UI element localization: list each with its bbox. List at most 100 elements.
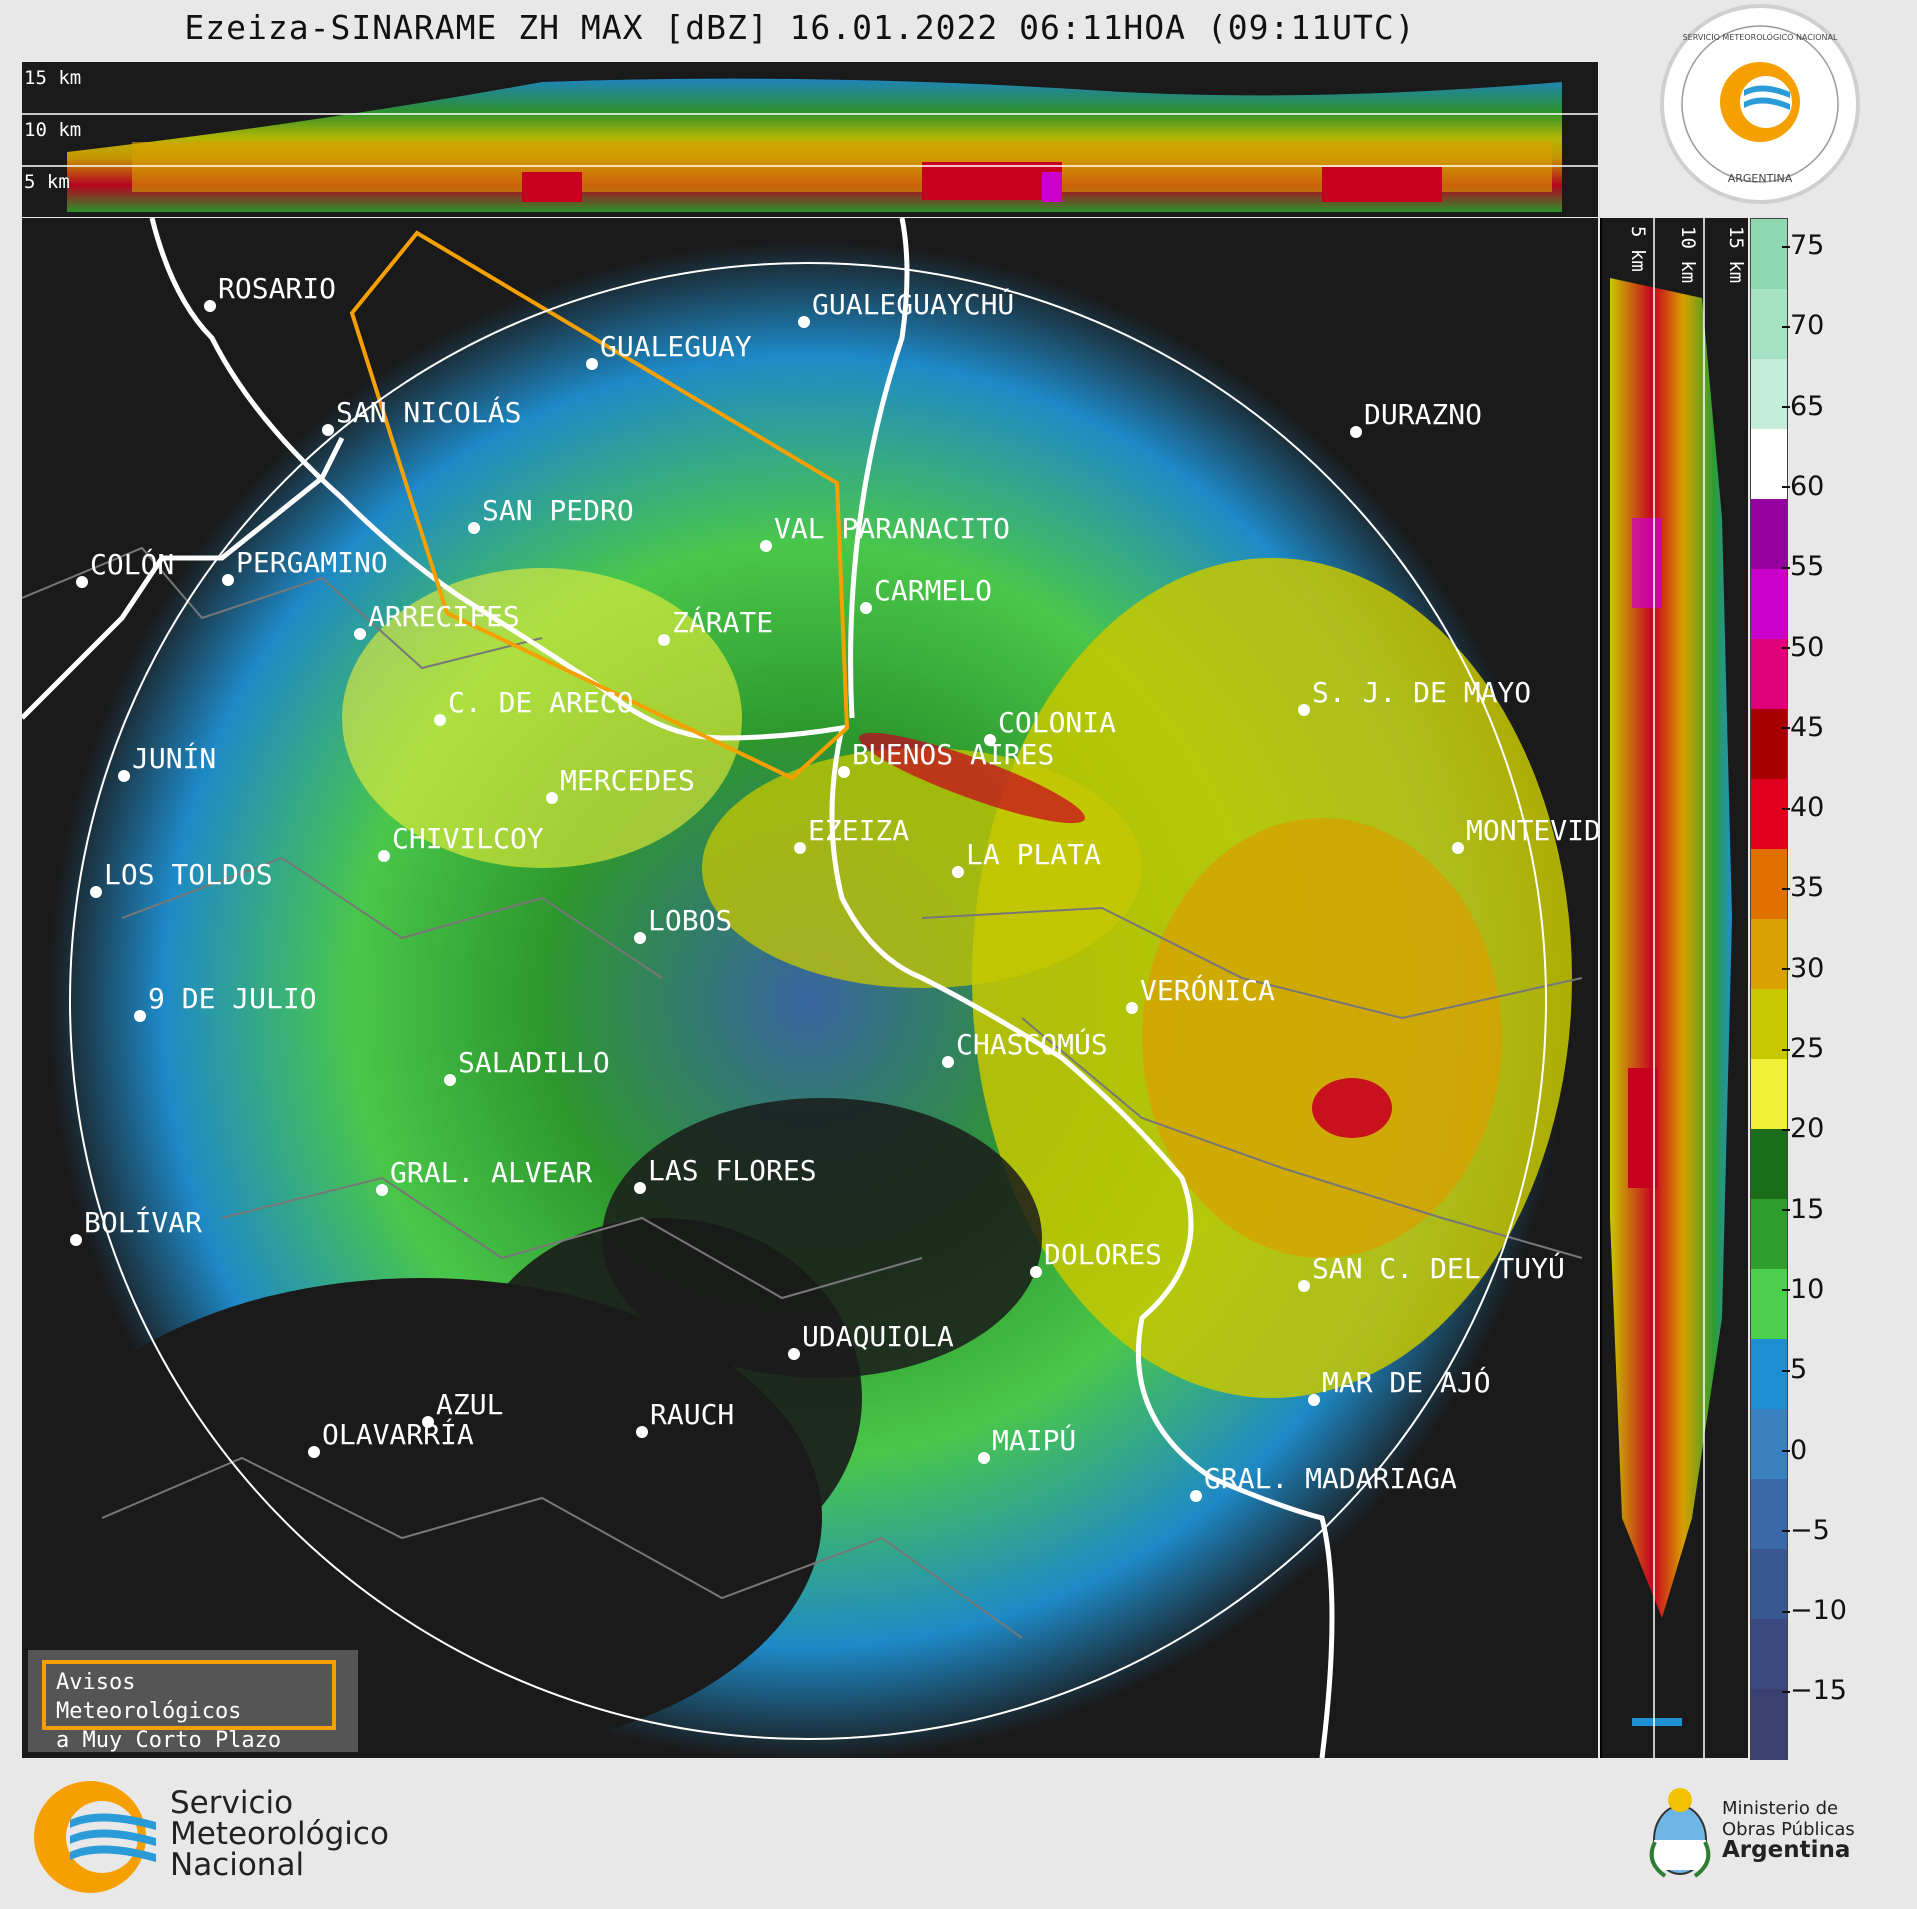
city-marker[interactable]	[376, 1184, 388, 1196]
city-marker[interactable]	[308, 1446, 320, 1458]
colorbar-segment	[1751, 1199, 1787, 1270]
city-marker[interactable]	[546, 792, 558, 804]
smn-seal-logo: ARGENTINA SERVICIO METEOROLÓGICO NACIONA…	[1660, 4, 1860, 204]
colorbar-segment	[1751, 849, 1787, 920]
city-marker[interactable]	[788, 1348, 800, 1360]
city-marker[interactable]	[422, 1416, 434, 1428]
colorbar-tick-label: −5	[1782, 1514, 1830, 1546]
city-marker[interactable]	[90, 886, 102, 898]
city-marker[interactable]	[586, 358, 598, 370]
city-label: SAN NICOLÁS	[336, 395, 521, 429]
footer-logo-line-2: Meteorológico	[170, 1816, 389, 1852]
city-label: GUALEGUAY	[600, 330, 752, 363]
city-marker[interactable]	[942, 1056, 954, 1068]
city-marker[interactable]	[204, 300, 216, 312]
city-marker[interactable]	[70, 1234, 82, 1246]
argentina-coat-of-arms-icon	[1649, 1788, 1711, 1878]
city-label: COLÓN	[90, 547, 174, 581]
colorbar-segment	[1751, 1129, 1787, 1200]
city-marker[interactable]	[798, 316, 810, 328]
city-label: PERGAMINO	[236, 546, 388, 579]
city-label: ARRECIFES	[368, 600, 520, 633]
colorbar-tick-label: 35	[1781, 872, 1825, 904]
city-marker[interactable]	[468, 522, 480, 534]
colorbar-tick-label: 15	[1781, 1193, 1825, 1225]
city-marker[interactable]	[794, 842, 806, 854]
city-marker[interactable]	[636, 1426, 648, 1438]
colorbar-segment	[1751, 639, 1787, 710]
city-marker[interactable]	[322, 424, 334, 436]
ministry-line-3: Argentina	[1722, 1837, 1851, 1863]
side-height-15km: 15 km	[1725, 226, 1747, 283]
city-marker[interactable]	[984, 734, 996, 746]
city-label: LOBOS	[648, 904, 732, 937]
city-marker[interactable]	[1350, 426, 1362, 438]
city-marker[interactable]	[1190, 1490, 1202, 1502]
city-marker[interactable]	[378, 850, 390, 862]
city-marker[interactable]	[118, 770, 130, 782]
radar-echoes	[22, 241, 1572, 1758]
city-label: 9 DE JULIO	[148, 982, 317, 1015]
city-marker[interactable]	[1298, 704, 1310, 716]
city-label: MAR DE AJÓ	[1322, 1365, 1491, 1399]
colorbar-segment	[1751, 499, 1787, 570]
radar-range-ring	[69, 262, 1547, 1740]
city-label: ZÁRATE	[672, 605, 773, 639]
colorbar-segment	[1751, 1339, 1787, 1410]
city-marker[interactable]	[134, 1010, 146, 1022]
footer-logo-line-3: Nacional	[170, 1847, 305, 1883]
city-marker[interactable]	[444, 1074, 456, 1086]
city-label: LA PLATA	[966, 838, 1101, 871]
colorbar-tick-label: 55	[1781, 551, 1825, 583]
city-label: SALADILLO	[458, 1046, 610, 1079]
city-marker[interactable]	[354, 628, 366, 640]
city-marker[interactable]	[1298, 1280, 1310, 1292]
city-marker[interactable]	[1308, 1394, 1320, 1406]
colorbar-segment	[1751, 1689, 1787, 1760]
city-marker[interactable]	[634, 1182, 646, 1194]
colorbar-segment	[1751, 1549, 1787, 1620]
city-label: VERÓNICA	[1140, 973, 1275, 1007]
city-marker[interactable]	[1126, 1002, 1138, 1014]
city-marker[interactable]	[838, 766, 850, 778]
city-label: DOLORES	[1044, 1238, 1162, 1271]
colorbar-tick-label: 40	[1781, 792, 1825, 824]
radar-map-panel[interactable]: ROSARIO GUALEGUAYCHÚ GUALEGUAY SAN NICOLÁS D…	[22, 218, 1598, 1758]
city-marker[interactable]	[952, 866, 964, 878]
city-label: ROSARIO	[218, 272, 336, 305]
city-label: MAIPÚ	[992, 1423, 1076, 1457]
ministry-line-1: Ministerio de	[1722, 1798, 1839, 1819]
city-marker[interactable]	[1452, 842, 1464, 854]
colorbar-segment	[1751, 1059, 1787, 1130]
city-label: DURAZNO	[1364, 398, 1482, 431]
city-label: LAS FLORES	[648, 1154, 817, 1187]
city-marker[interactable]	[658, 634, 670, 646]
city-marker[interactable]	[434, 714, 446, 726]
colorbar-tick-label: 0	[1781, 1434, 1808, 1466]
warning-legend-box[interactable]: Avisos Meteorológicos a Muy Corto Plazo	[28, 1650, 358, 1753]
colorbar-tick-label: 50	[1781, 631, 1825, 663]
colorbar-segment	[1751, 1619, 1787, 1690]
city-label: MERCEDES	[560, 764, 695, 797]
city-marker[interactable]	[76, 576, 88, 588]
colorbar-segment	[1751, 779, 1787, 850]
city-label: JUNÍN	[132, 741, 216, 775]
city-marker[interactable]	[978, 1452, 990, 1464]
city-label: RAUCH	[650, 1398, 734, 1431]
seal-top-text: SERVICIO METEOROLÓGICO NACIONAL	[1683, 31, 1838, 42]
city-marker[interactable]	[860, 602, 872, 614]
colorbar-tick-label: 60	[1781, 470, 1825, 502]
city-label: OLAVARRÍA	[322, 1417, 474, 1451]
side-cross-section-panel: 5 km 10 km 15 km	[1600, 218, 1748, 1758]
city-marker[interactable]	[760, 540, 772, 552]
city-label: BUENOS AIRES	[852, 738, 1054, 771]
colorbar-segment	[1751, 1479, 1787, 1550]
colorbar-segment	[1751, 569, 1787, 640]
city-label: SAN PEDRO	[482, 494, 634, 527]
smn-footer-text: Servicio Meteorológico Nacional	[170, 1788, 389, 1881]
warning-polygon[interactable]	[349, 230, 850, 781]
city-marker[interactable]	[634, 932, 646, 944]
city-marker[interactable]	[1030, 1266, 1042, 1278]
city-label: CARMELO	[874, 574, 992, 607]
city-marker[interactable]	[222, 574, 234, 586]
